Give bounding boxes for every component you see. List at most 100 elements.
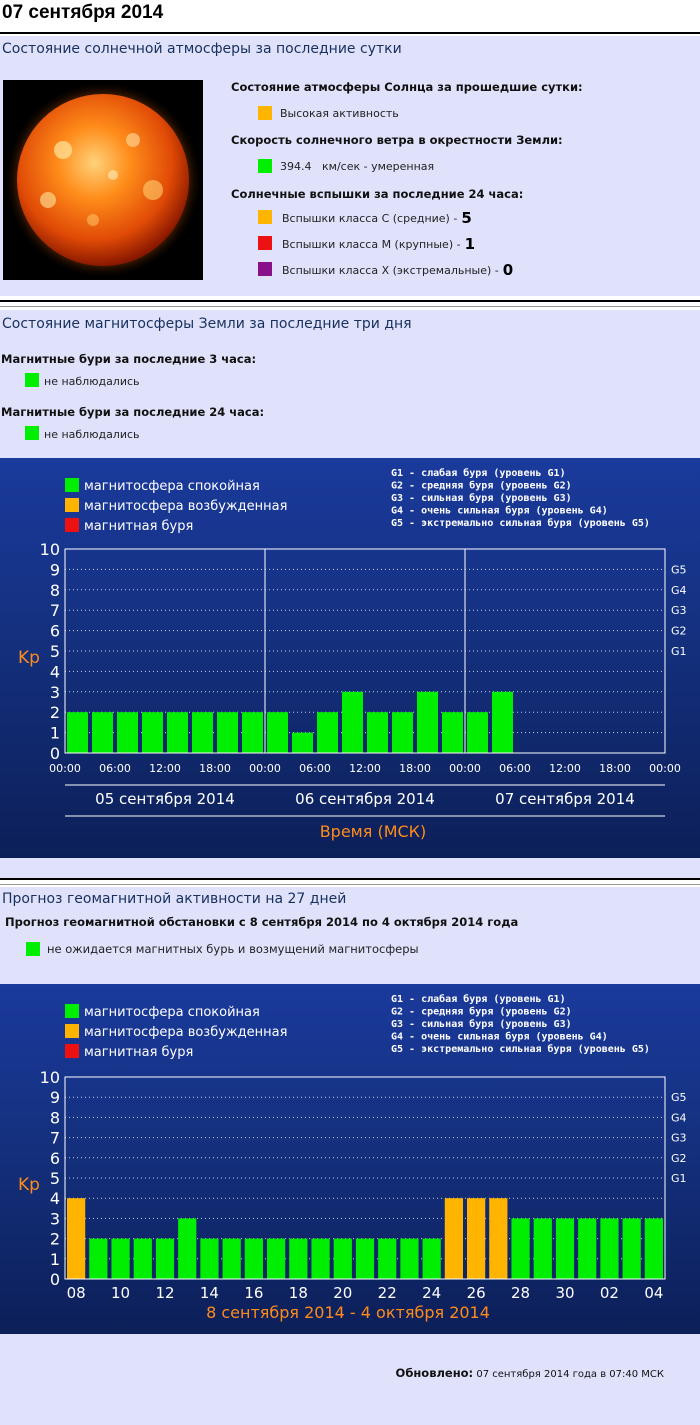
x-tick-label: 30 (555, 1284, 574, 1302)
forecast-panel: Прогноз геомагнитной активности на 27 дн… (0, 887, 700, 984)
kp-forecast-bar (244, 1238, 263, 1279)
section-title-magnetosphere: Состояние магнитосферы Земли за последни… (2, 316, 412, 332)
y-tick-label: 6 (50, 622, 60, 641)
g-tick-label: G3 (671, 604, 687, 617)
y-tick-label: 2 (50, 703, 60, 722)
g-tick-label: G2 (671, 625, 687, 638)
legend-swatch (65, 478, 79, 492)
y-tick-label: 4 (50, 662, 60, 681)
forecast-status: не ожидается магнитных бурь и возмущений… (47, 942, 419, 956)
g-level-legend: G5 - экстремально сильная буря (уровень … (391, 1043, 650, 1055)
solar-wind-indicator (258, 159, 272, 173)
divider (0, 884, 700, 885)
storms-3h-indicator (25, 373, 39, 387)
kp-forecast-bar (467, 1198, 486, 1279)
legend-swatch (65, 1024, 79, 1038)
y-tick-label: 10 (40, 1068, 60, 1087)
day-label: 05 сентября 2014 (95, 790, 235, 808)
x-tick-label: 02 (600, 1284, 619, 1302)
kp-forecast-bar (267, 1238, 286, 1279)
solar-panel: Состояние солнечной атмосферы за последн… (0, 36, 700, 296)
kp-forecast-bar (378, 1238, 397, 1279)
kp-bar (317, 712, 338, 753)
y-tick-label: 9 (50, 560, 60, 579)
g-level-legend: G3 - сильная буря (уровень G3) (391, 492, 572, 504)
kp-bar (267, 712, 288, 753)
footer-panel (0, 1334, 700, 1425)
x-tick-label: 06:00 (99, 762, 131, 775)
storms-24h-indicator (25, 426, 39, 440)
divider (0, 306, 700, 307)
y-tick-label: 5 (50, 642, 60, 661)
plot-frame (64, 1076, 666, 1280)
kp-forecast-bar (67, 1198, 86, 1279)
kp-forecast-bar (222, 1238, 241, 1279)
magnetosphere-panel: Состояние магнитосферы Земли за последни… (0, 310, 700, 458)
legend-swatch (65, 1044, 79, 1058)
flares-label: Солнечные вспышки за последние 24 часа: (231, 187, 524, 201)
x-tick-label: 18:00 (199, 762, 231, 775)
g-level-legend: G4 - очень сильная буря (уровень G4) (391, 1031, 608, 1043)
kp-forecast-bar (355, 1238, 375, 1279)
g-level-legend: G2 - средняя буря (уровень G2) (391, 1006, 572, 1018)
x-tick-label: 20 (333, 1284, 352, 1302)
y-tick-label: 7 (50, 601, 60, 620)
g-level-legend: G3 - сильная буря (уровень G3) (391, 1018, 572, 1030)
x-tick-label: 14 (200, 1284, 219, 1302)
y-tick-label: 1 (50, 1250, 60, 1269)
x-tick-label: 18:00 (599, 762, 631, 775)
kp-bar (392, 712, 413, 753)
divider (0, 32, 700, 34)
y-tick-label: 9 (50, 1088, 60, 1107)
y-tick-label: 1 (50, 724, 60, 743)
legend-label: магнитосфера возбужденная (84, 499, 287, 514)
g-tick-label: G3 (671, 1132, 687, 1145)
kp-forecast-bar (444, 1198, 463, 1279)
kp-bar (192, 712, 213, 753)
x-tick-label: 00:00 (649, 762, 681, 775)
storms-3h-label: Магнитные бури за последние 3 часа: (1, 352, 257, 366)
kp-bar (67, 712, 88, 753)
legend-label: магнитная буря (84, 1045, 193, 1060)
kp-forecast-bar (111, 1238, 130, 1279)
kp-forecast-bar (333, 1238, 352, 1279)
g-tick-label: G5 (671, 563, 687, 576)
kp-forecast-bar (578, 1218, 597, 1279)
kp-chart-3days-svg: магнитосфера спокойная магнитосфера возбу… (18, 467, 687, 841)
divider (0, 300, 700, 302)
day-label: 06 сентября 2014 (295, 790, 435, 808)
atmosphere-status: Высокая активность (280, 107, 399, 120)
section-title-forecast: Прогноз геомагнитной активности на 27 дн… (2, 891, 347, 907)
legend-label: магнитная буря (84, 519, 193, 534)
updated-info: Обновлено: 07 сентября 2014 года в 07:40… (395, 1366, 664, 1380)
flare-x-indicator (258, 262, 272, 276)
x-tick-label: 12 (155, 1284, 174, 1302)
y-tick-label: 6 (50, 1149, 60, 1168)
x-tick-label: 08 (67, 1284, 86, 1302)
y-tick-label: 0 (50, 1270, 60, 1289)
kp-forecast-bar (155, 1238, 175, 1279)
kp-chart-3days: магнитосфера спокойная магнитосфера возбу… (0, 458, 700, 858)
kp-forecast-bar (133, 1238, 152, 1279)
g-tick-label: G4 (671, 584, 687, 597)
x-tick-label: 12:00 (549, 762, 581, 775)
atmosphere-label: Состояние атмосферы Солнца за прошедшие … (231, 80, 583, 94)
flare-c-indicator (258, 210, 272, 224)
legend-swatch (65, 498, 79, 512)
legend-label: магнитосфера возбужденная (84, 1025, 287, 1040)
x-tick-label: 18 (289, 1284, 308, 1302)
y-axis-label: Kp (18, 1175, 40, 1195)
kp-forecast-bar (644, 1218, 663, 1279)
kp-forecast-bar (178, 1218, 197, 1279)
x-tick-label: 06:00 (499, 762, 531, 775)
x-tick-label: 16 (244, 1284, 263, 1302)
storms-3h-status: не наблюдались (44, 375, 140, 388)
kp-bar (442, 712, 463, 753)
g-level-legend: G1 - слабая буря (уровень G1) (391, 467, 566, 479)
flare-c-row: Вспышки класса C (средние) -5 (282, 209, 472, 227)
x-tick-label: 18:00 (399, 762, 431, 775)
y-tick-label: 3 (50, 1209, 60, 1228)
x-tick-label: 00:00 (49, 762, 81, 775)
y-tick-label: 2 (50, 1230, 60, 1249)
kp-bar (492, 691, 513, 753)
